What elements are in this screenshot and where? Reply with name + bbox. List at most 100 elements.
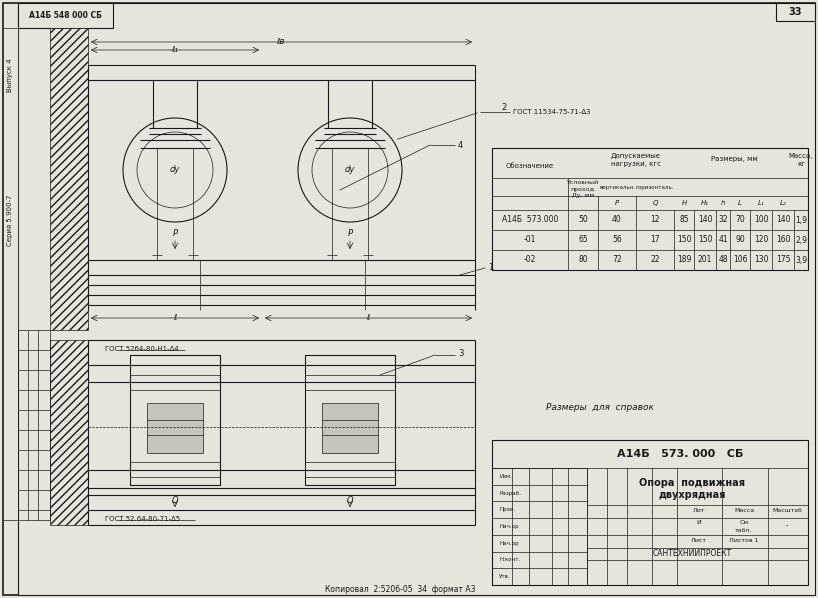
- Text: L₁: L₁: [757, 200, 764, 206]
- Text: 130: 130: [753, 255, 768, 264]
- Text: 1,9: 1,9: [795, 215, 807, 224]
- Text: H₁: H₁: [701, 200, 709, 206]
- Text: 17: 17: [650, 236, 660, 245]
- Bar: [18, 3, 113, 28]
- Text: L: L: [738, 200, 742, 206]
- Text: Масса,: Масса,: [789, 153, 813, 159]
- Text: Выпуск 4: Выпуск 4: [7, 58, 13, 92]
- Text: 140: 140: [698, 215, 712, 224]
- Text: Листов 1: Листов 1: [730, 539, 759, 544]
- Text: кг: кг: [797, 161, 805, 167]
- Text: Обозначение: Обозначение: [506, 163, 554, 169]
- Text: 106: 106: [733, 255, 748, 264]
- Text: 2,9: 2,9: [795, 236, 807, 245]
- Text: 4: 4: [458, 141, 463, 150]
- Text: 80: 80: [578, 255, 588, 264]
- Text: Масштаб: Масштаб: [772, 508, 802, 512]
- Text: 50: 50: [578, 215, 588, 224]
- Text: Копировал  2:5206-05  34  формат А3: Копировал 2:5206-05 34 формат А3: [325, 585, 475, 594]
- Text: 3: 3: [458, 349, 463, 358]
- Text: горизонталь.: горизонталь.: [636, 185, 674, 190]
- Text: dу: dу: [170, 166, 180, 175]
- Bar: [50, 28, 88, 330]
- Text: 1: 1: [488, 263, 493, 271]
- Circle shape: [298, 118, 402, 222]
- Text: ГОСТ 11534-75-71-∆3: ГОСТ 11534-75-71-∆3: [513, 109, 591, 115]
- Text: ℓ: ℓ: [173, 313, 177, 322]
- Text: И: И: [697, 520, 701, 526]
- Text: табл.: табл.: [735, 527, 753, 532]
- Text: 12: 12: [650, 215, 660, 224]
- Text: 100: 100: [753, 215, 768, 224]
- Text: Размеры, мм: Размеры, мм: [711, 156, 757, 162]
- Text: 72: 72: [612, 255, 622, 264]
- Text: 22: 22: [650, 255, 660, 264]
- Text: 201: 201: [698, 255, 712, 264]
- Text: Н.конт.: Н.конт.: [499, 557, 520, 563]
- Text: Q: Q: [652, 200, 658, 206]
- Text: 33: 33: [789, 7, 802, 17]
- Text: Размеры  для  справок: Размеры для справок: [546, 404, 654, 413]
- Text: ℓ₁: ℓ₁: [172, 45, 178, 54]
- Text: P: P: [173, 228, 178, 237]
- Text: Нач.рр: Нач.рр: [499, 541, 519, 546]
- Text: P: P: [615, 200, 619, 206]
- Circle shape: [312, 132, 388, 208]
- Bar: [130, 355, 220, 485]
- Text: 56: 56: [612, 236, 622, 245]
- Text: 189: 189: [676, 255, 691, 264]
- Text: 32: 32: [718, 215, 728, 224]
- Bar: [776, 3, 815, 21]
- Text: Изм.: Изм.: [499, 474, 512, 479]
- Text: Серия 5.900-7: Серия 5.900-7: [7, 194, 13, 246]
- Text: 40: 40: [612, 215, 622, 224]
- Text: вертикальн.: вертикальн.: [599, 185, 635, 190]
- Text: h: h: [721, 200, 726, 206]
- Text: 85: 85: [679, 215, 689, 224]
- Circle shape: [123, 118, 227, 222]
- Text: 120: 120: [754, 236, 768, 245]
- Text: Условный: Условный: [567, 181, 599, 185]
- Bar: [3, 28, 18, 520]
- Text: 150: 150: [698, 236, 712, 245]
- Text: Пров.: Пров.: [499, 507, 515, 512]
- Text: 48: 48: [718, 255, 728, 264]
- Circle shape: [137, 132, 213, 208]
- Text: См: См: [739, 520, 748, 526]
- Text: А14Б   573. 000   СБ: А14Б 573. 000 СБ: [617, 449, 744, 459]
- Text: ГОСТ 52.64-80-71-∆5: ГОСТ 52.64-80-71-∆5: [105, 516, 180, 522]
- Text: Q: Q: [172, 496, 178, 505]
- Bar: [305, 355, 395, 485]
- Text: -01: -01: [524, 236, 536, 245]
- Text: 150: 150: [676, 236, 691, 245]
- Text: Ду, мм: Ду, мм: [572, 193, 594, 197]
- Text: 2: 2: [501, 102, 506, 111]
- Text: 65: 65: [578, 236, 588, 245]
- Text: Лит: Лит: [693, 508, 705, 512]
- Bar: [492, 440, 808, 585]
- Text: Лист: Лист: [691, 539, 707, 544]
- Text: ℓ: ℓ: [366, 313, 370, 322]
- Bar: [50, 340, 88, 525]
- Text: L₂: L₂: [780, 200, 786, 206]
- Text: нагрузки, кгс: нагрузки, кгс: [611, 161, 661, 167]
- Text: -02: -02: [524, 255, 536, 264]
- Bar: [322, 403, 378, 453]
- Text: 140: 140: [775, 215, 790, 224]
- Text: проход.: проход.: [570, 187, 596, 191]
- Text: H: H: [681, 200, 686, 206]
- Text: А14Б 548 000 СБ: А14Б 548 000 СБ: [29, 11, 101, 20]
- Text: САНТЕХНИИПРОЕКТ: САНТЕХНИИПРОЕКТ: [653, 550, 731, 559]
- Text: 90: 90: [735, 236, 745, 245]
- Text: dу: dу: [345, 166, 355, 175]
- Text: Q: Q: [347, 496, 353, 505]
- Text: ℓв: ℓв: [276, 38, 284, 47]
- Text: 3,9: 3,9: [795, 255, 807, 264]
- Text: 160: 160: [775, 236, 790, 245]
- Text: двухрядная: двухрядная: [658, 490, 726, 500]
- Text: Нач.рр: Нач.рр: [499, 524, 519, 529]
- Bar: [147, 403, 203, 453]
- Text: Опора  подвижная: Опора подвижная: [639, 478, 745, 488]
- Text: Масса: Масса: [734, 508, 754, 512]
- Text: Допускаемые: Допускаемые: [611, 153, 661, 159]
